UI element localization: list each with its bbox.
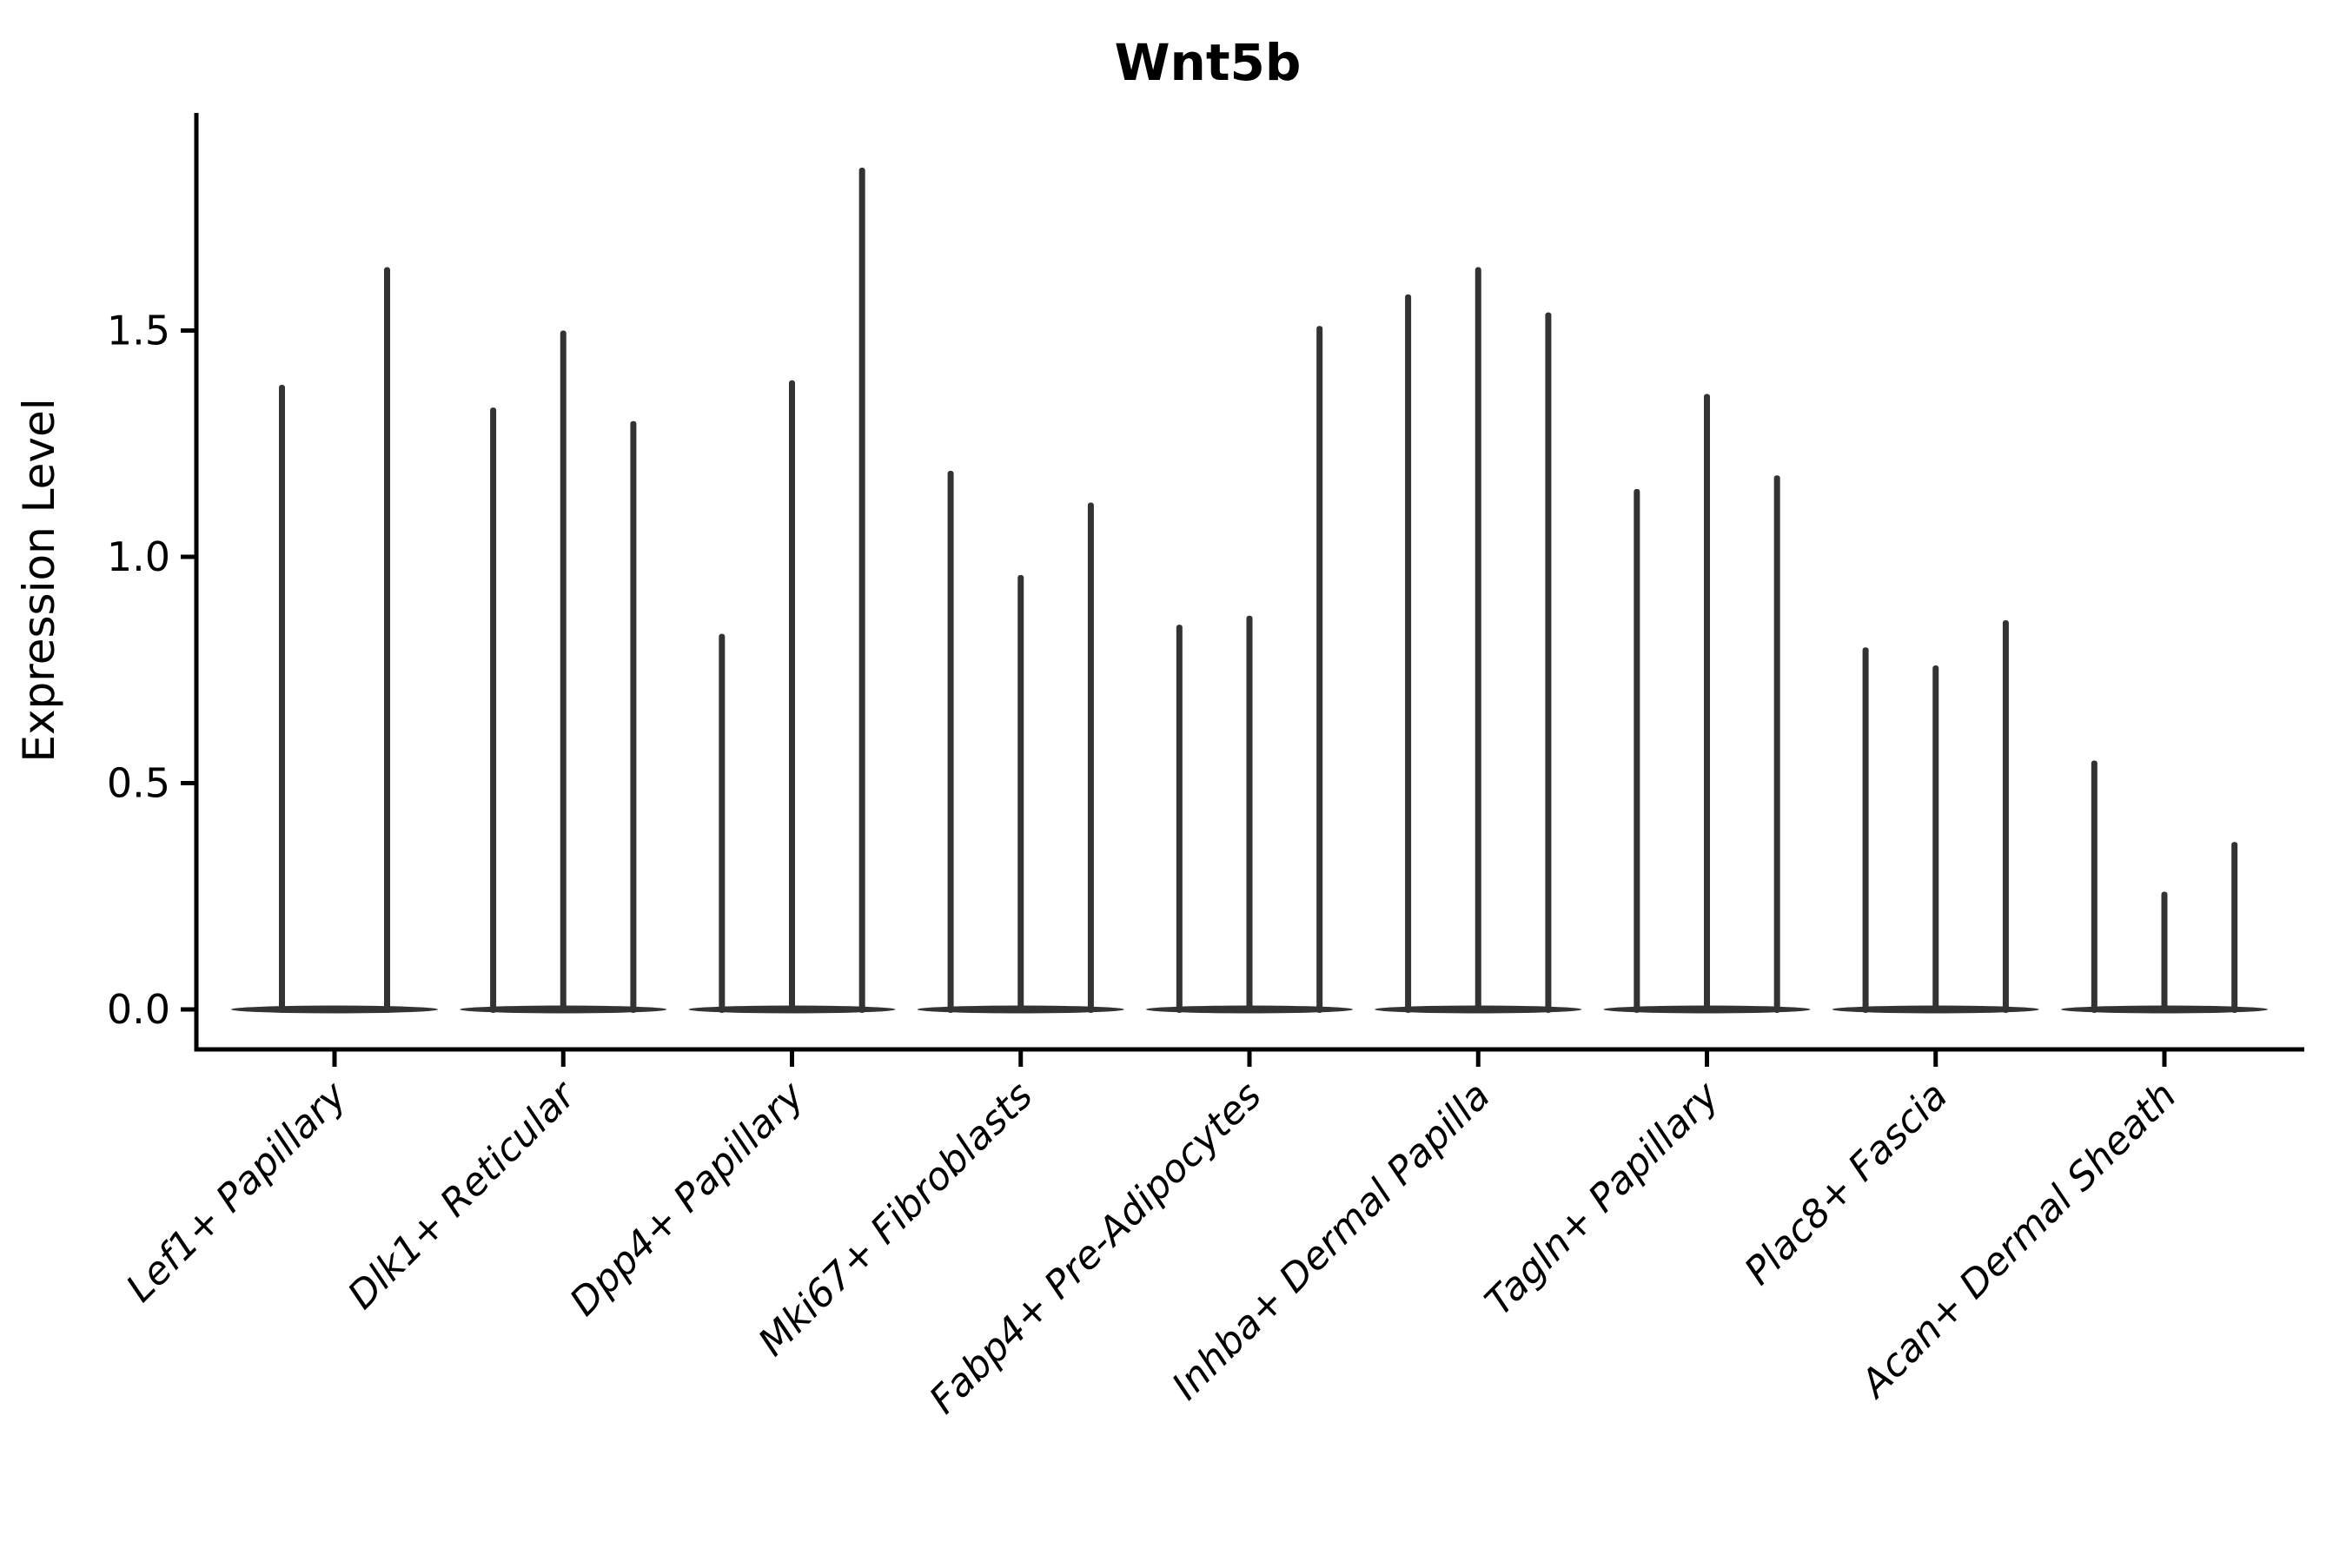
violin-spike — [1634, 488, 1640, 1013]
violin-spike — [2161, 891, 2168, 1013]
x-tick-label: Lef1+ Papillary — [118, 1073, 356, 1311]
y-tick-label: 0.0 — [107, 986, 170, 1033]
x-tick-label: Dpp4+ Papillary — [561, 1073, 813, 1325]
violin-spike — [2091, 760, 2097, 1013]
violin-spike — [1773, 475, 1780, 1013]
y-tick-label: 1.5 — [107, 308, 170, 354]
violin-spike — [490, 407, 497, 1013]
chart-title: Wnt5b — [1115, 33, 1302, 92]
x-tick-label: Plac8+ Fascia — [1736, 1074, 1956, 1293]
axis-spines — [194, 113, 2304, 1052]
violin-spike — [2002, 619, 2009, 1013]
x-tick-label: Dlk1+ Reticular — [340, 1072, 586, 1318]
violin-spike — [1246, 615, 1253, 1013]
violin-spike — [1087, 502, 1094, 1013]
violin-spike — [384, 267, 390, 1013]
violin-spike — [1176, 625, 1183, 1013]
violin-spike — [560, 330, 567, 1013]
violin-spike — [1405, 294, 1412, 1013]
violin-base — [231, 1005, 438, 1014]
violin-spike — [1932, 665, 1939, 1013]
violin-spike — [1017, 574, 1024, 1013]
violin-spike — [947, 471, 954, 1013]
y-axis-label: Expression Level — [14, 398, 64, 762]
violin-spike — [1545, 312, 1552, 1013]
violin-spike — [1475, 267, 1481, 1013]
y-tick-label: 0.5 — [107, 760, 170, 807]
violin-spike — [789, 380, 795, 1013]
violin-spike — [719, 633, 726, 1013]
violin-spike — [858, 167, 865, 1013]
violin-spike — [1862, 647, 1869, 1013]
x-tick-label: Tagln+ Papillary — [1477, 1073, 1728, 1324]
violin-spike — [1316, 326, 1323, 1013]
violin-spike — [279, 385, 285, 1013]
y-tick-label: 1.0 — [107, 533, 170, 580]
violin-spike — [630, 420, 637, 1013]
violin-spike — [1704, 394, 1710, 1013]
violin-spike — [2231, 842, 2238, 1013]
